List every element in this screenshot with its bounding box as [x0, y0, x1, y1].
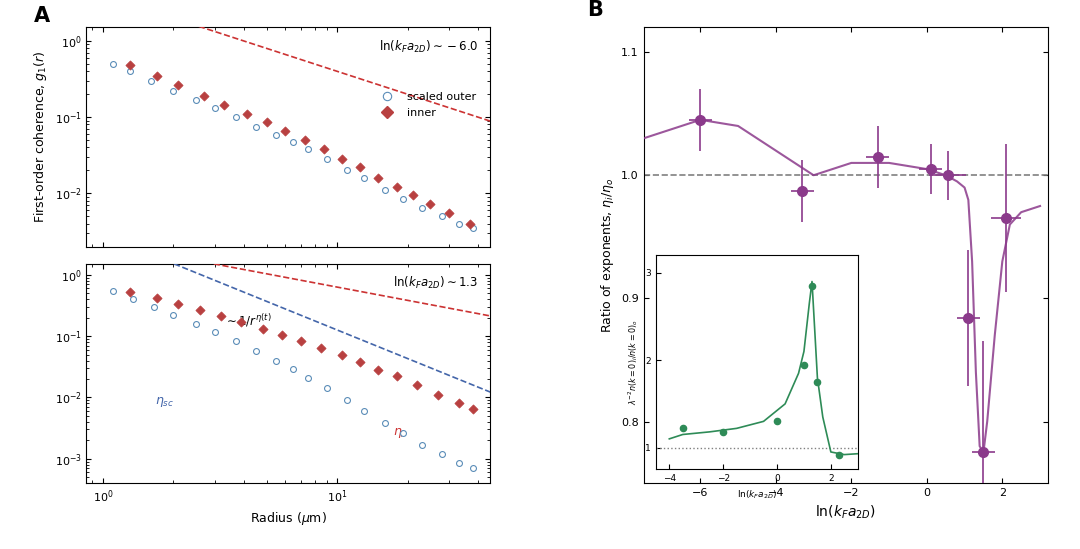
- Y-axis label: First-order coherence, $g_1(r)$: First-order coherence, $g_1(r)$: [32, 51, 49, 223]
- Point: [450, 399, 468, 407]
- Point: [247, 346, 265, 355]
- Point: [394, 194, 411, 203]
- Point: [334, 351, 351, 360]
- Point: [216, 100, 233, 109]
- Point: [433, 450, 450, 458]
- X-axis label: Radius ($\mu$m): Radius ($\mu$m): [249, 510, 327, 527]
- Point: [462, 219, 480, 228]
- X-axis label: $\ln(k_F a_{2D})$: $\ln(k_F a_{2D})$: [815, 503, 876, 521]
- Point: [121, 61, 138, 70]
- Point: [145, 302, 162, 311]
- Point: [206, 104, 224, 113]
- Point: [213, 311, 230, 320]
- Point: [312, 344, 329, 352]
- Legend: scaled outer, inner: scaled outer, inner: [372, 88, 481, 122]
- Point: [430, 390, 447, 399]
- Point: [351, 163, 368, 172]
- Point: [148, 294, 165, 302]
- Point: [441, 209, 458, 217]
- Point: [273, 330, 291, 339]
- Point: [228, 337, 245, 346]
- Point: [268, 131, 285, 139]
- Point: [409, 380, 427, 389]
- Point: [104, 59, 121, 68]
- Point: [276, 127, 294, 136]
- Point: [351, 357, 368, 366]
- Point: [377, 419, 394, 428]
- Point: [318, 384, 335, 393]
- Point: [254, 325, 271, 334]
- Point: [233, 318, 251, 327]
- Point: [389, 372, 406, 381]
- Point: [121, 288, 138, 296]
- Point: [389, 183, 406, 192]
- Point: [414, 203, 431, 212]
- Text: B: B: [588, 0, 603, 20]
- Point: [170, 81, 187, 90]
- Point: [433, 212, 450, 221]
- Point: [165, 311, 183, 320]
- Text: A: A: [33, 5, 50, 26]
- Point: [299, 373, 316, 382]
- Point: [268, 356, 285, 365]
- Point: [258, 118, 275, 127]
- Point: [191, 305, 208, 314]
- Point: [450, 219, 468, 228]
- Point: [338, 396, 355, 405]
- Point: [143, 76, 160, 85]
- Point: [125, 295, 143, 304]
- Point: [293, 337, 310, 346]
- Point: [334, 155, 351, 164]
- Point: [104, 287, 121, 295]
- Text: $\eta_{sc}$: $\eta_{sc}$: [156, 395, 174, 409]
- Point: [170, 299, 187, 308]
- Point: [315, 145, 333, 154]
- Point: [285, 138, 302, 147]
- Point: [188, 319, 205, 328]
- Point: [377, 186, 394, 194]
- Point: [464, 464, 482, 473]
- Point: [238, 109, 255, 118]
- Point: [121, 67, 138, 76]
- Point: [369, 366, 387, 374]
- Point: [299, 145, 316, 154]
- Point: [369, 173, 387, 182]
- Text: $\sim 1/r^{\eta(t)}$: $\sim 1/r^{\eta(t)}$: [224, 312, 271, 329]
- Text: $\ln(k_F a_{2D}) \sim 1.3$: $\ln(k_F a_{2D}) \sim 1.3$: [393, 275, 478, 291]
- Point: [188, 95, 205, 104]
- Point: [422, 200, 440, 209]
- Point: [206, 328, 224, 337]
- Point: [338, 166, 355, 175]
- Point: [404, 191, 421, 199]
- Point: [450, 458, 468, 467]
- Point: [464, 223, 482, 232]
- Point: [318, 155, 335, 164]
- Point: [285, 365, 302, 373]
- Point: [165, 87, 183, 96]
- Point: [414, 440, 431, 449]
- Point: [297, 136, 314, 144]
- Text: $\ln(k_F a_{2D}) \sim -6.0$: $\ln(k_F a_{2D}) \sim -6.0$: [379, 38, 478, 54]
- Point: [355, 407, 373, 416]
- Point: [464, 405, 482, 413]
- Text: $\eta_i$: $\eta_i$: [393, 426, 406, 440]
- Point: [228, 113, 245, 121]
- Point: [148, 71, 165, 80]
- Point: [355, 173, 373, 182]
- Point: [247, 122, 265, 131]
- Point: [394, 429, 411, 438]
- Y-axis label: Ratio of exponents, $\eta_i/\eta_o$: Ratio of exponents, $\eta_i/\eta_o$: [598, 177, 616, 333]
- Point: [195, 92, 213, 100]
